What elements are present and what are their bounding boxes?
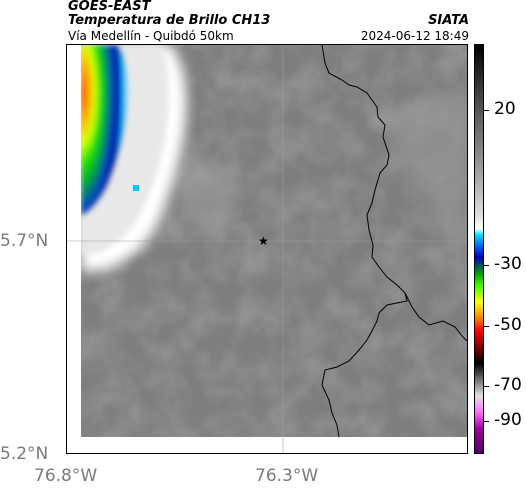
lat-label-52: 5.2°N [0, 444, 49, 464]
colorbar-tick [484, 421, 489, 422]
timestamp-label: 2024-06-12 18:49 [360, 29, 469, 43]
route-label: Vía Medellín - Quibdó 50km [68, 29, 234, 43]
colorbar-label-20: 20 [494, 99, 516, 119]
colorbar [474, 44, 484, 454]
colorbar-label-minus30: -30 [494, 254, 522, 274]
convective-core [81, 45, 128, 215]
lat-label-57: 5.7°N [0, 231, 49, 251]
star-icon: ★ [258, 234, 269, 248]
boundary-line [321, 45, 408, 438]
organization-label: SIATA [428, 13, 469, 28]
colorbar-tick [484, 386, 489, 387]
satellite-title: GOES-EAST [68, 0, 151, 14]
colorbar-label-minus70: -70 [494, 375, 522, 395]
colorbar-label-minus90: -90 [494, 410, 522, 430]
map-canvas: ★ [67, 45, 467, 453]
colorbar-tick [484, 265, 489, 266]
colorbar-tick [484, 326, 489, 327]
satellite-map[interactable]: ★ [66, 44, 468, 454]
product-title: Temperatura de Brillo CH13 [68, 13, 271, 28]
lon-label-768: 76.8°W [34, 466, 98, 486]
lon-label-763: 76.3°W [255, 466, 319, 486]
boundary-line-east [404, 292, 467, 342]
colorbar-tick [484, 110, 489, 111]
colorbar-label-minus50: -50 [494, 315, 522, 335]
